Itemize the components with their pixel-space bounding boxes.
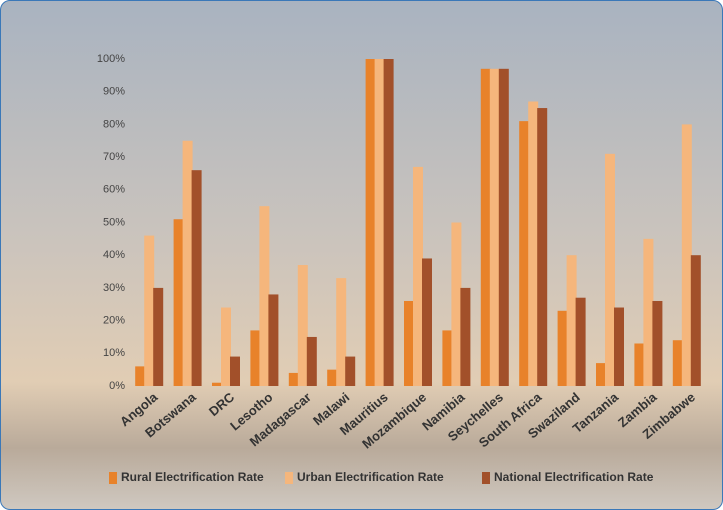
bar <box>345 357 355 386</box>
bar <box>643 239 653 386</box>
legend-label: Rural Electrification Rate <box>121 470 264 484</box>
bar <box>442 330 452 386</box>
y-tick-label: 20% <box>103 315 125 327</box>
bar <box>673 340 683 386</box>
bar <box>212 383 222 386</box>
y-tick-label: 60% <box>103 184 125 196</box>
bar <box>481 69 491 386</box>
bar <box>375 59 385 386</box>
bar <box>174 219 184 386</box>
bar <box>230 357 240 386</box>
bar <box>490 69 500 386</box>
bar <box>499 69 509 386</box>
bar <box>537 108 547 386</box>
bar <box>614 308 624 386</box>
bar <box>336 278 346 386</box>
bar <box>691 255 701 386</box>
y-tick-label: 40% <box>103 249 125 261</box>
bar <box>404 301 414 386</box>
bar <box>413 167 423 386</box>
bar <box>327 370 337 386</box>
bar <box>153 288 163 386</box>
bar <box>460 288 470 386</box>
y-tick-label: 70% <box>103 151 125 163</box>
bar <box>192 170 202 386</box>
bar <box>307 337 317 386</box>
legend-label: Urban Electrification Rate <box>297 470 444 484</box>
bar <box>289 373 299 386</box>
bar <box>528 102 538 386</box>
y-tick-label: 100% <box>97 53 125 65</box>
legend-label: National Electrification Rate <box>494 470 654 484</box>
legend-marker <box>109 472 117 484</box>
y-tick-label: 90% <box>103 86 125 98</box>
bar <box>596 363 606 386</box>
bar <box>451 223 461 387</box>
bar <box>268 294 278 386</box>
bar <box>183 141 193 386</box>
bar <box>250 330 260 386</box>
bar <box>221 308 231 386</box>
y-tick-label: 30% <box>103 282 125 294</box>
bar <box>144 236 154 386</box>
bar <box>576 298 586 386</box>
bar <box>384 59 394 386</box>
y-tick-label: 0% <box>109 380 125 392</box>
bar <box>259 206 269 386</box>
chart: 0%10%20%30%40%50%60%70%80%90%100%AngolaB… <box>1 1 722 509</box>
bar <box>298 265 308 386</box>
bar <box>605 154 615 386</box>
bar <box>135 366 145 386</box>
bar <box>634 343 644 386</box>
legend-marker <box>482 472 490 484</box>
x-tick-label: DRC <box>206 389 238 419</box>
y-tick-label: 50% <box>103 216 125 228</box>
bar <box>567 255 577 386</box>
bar <box>519 121 529 386</box>
bar <box>682 124 692 386</box>
frame: 0%10%20%30%40%50%60%70%80%90%100%AngolaB… <box>0 0 723 510</box>
legend-marker <box>285 472 293 484</box>
bar <box>558 311 568 386</box>
bar <box>366 59 376 386</box>
y-tick-label: 10% <box>103 347 125 359</box>
bar <box>422 258 432 386</box>
y-tick-label: 80% <box>103 118 125 130</box>
bar <box>652 301 662 386</box>
